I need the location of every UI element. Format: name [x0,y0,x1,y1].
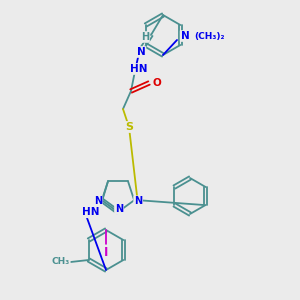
Text: N: N [134,196,142,206]
Text: N: N [115,204,123,214]
Text: HN: HN [130,64,148,74]
Text: H: H [141,32,149,42]
Text: S: S [125,122,133,132]
Text: I: I [104,245,108,259]
Text: O: O [153,78,161,88]
Text: N: N [181,31,189,41]
Text: N: N [136,47,146,57]
Text: (CH₃)₂: (CH₃)₂ [194,32,224,40]
Text: N: N [94,196,102,206]
Text: CH₃: CH₃ [52,257,70,266]
Text: HN: HN [82,207,100,217]
